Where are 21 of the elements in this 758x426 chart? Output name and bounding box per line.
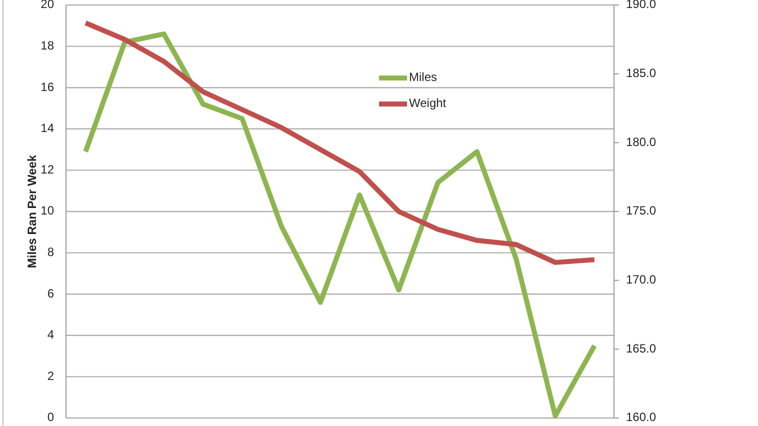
y-tick-label: 14 xyxy=(40,121,54,136)
y-tick-label: 16 xyxy=(40,80,54,94)
y-tick-label: 0 xyxy=(47,410,54,424)
y-tick-label: 2 xyxy=(47,368,54,383)
y-axis-title: Miles Ran Per Week xyxy=(25,154,39,268)
y2-tick-label: 165.0 xyxy=(626,341,656,356)
y-tick-label: 6 xyxy=(47,286,54,300)
y-tick-label: 10 xyxy=(40,204,54,218)
legend-label: Weight xyxy=(409,96,447,110)
legend-label: Miles xyxy=(409,70,438,84)
y2-tick-label: 160.0 xyxy=(626,410,656,424)
y-tick-label: 20 xyxy=(40,0,54,12)
y2-tick-label: 185.0 xyxy=(626,66,656,80)
y-tick-label: 18 xyxy=(40,38,54,52)
y2-tick-label: 170.0 xyxy=(626,272,656,287)
y2-tick-label: 175.0 xyxy=(626,204,656,218)
y-tick-label: 12 xyxy=(40,162,54,176)
y-tick-label: 8 xyxy=(47,244,54,259)
y2-tick-label: 190.0 xyxy=(626,0,656,12)
y2-tick-label: 180.0 xyxy=(626,134,656,149)
y-tick-label: 4 xyxy=(47,328,54,342)
